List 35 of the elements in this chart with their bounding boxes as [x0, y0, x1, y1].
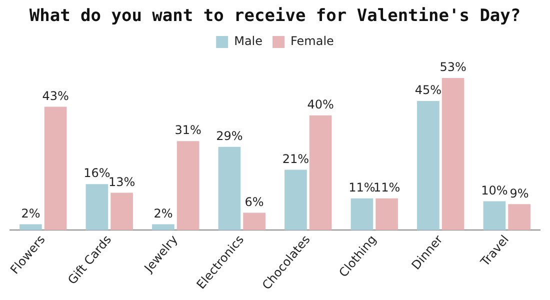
bar	[176, 141, 200, 230]
bar	[309, 115, 332, 230]
bar	[442, 78, 464, 230]
data-label: 45%	[414, 83, 442, 98]
bar	[417, 100, 440, 230]
bar	[483, 201, 506, 230]
data-label: 2%	[21, 206, 40, 220]
data-label: 9%	[510, 186, 529, 200]
bar	[44, 106, 67, 230]
legend-label: Female	[290, 34, 334, 48]
bar	[508, 204, 530, 230]
data-label: 11%	[348, 180, 376, 195]
data-label: 16%	[84, 166, 110, 180]
data-label: 29%	[216, 128, 243, 143]
bar	[376, 198, 398, 230]
data-label: 6%	[244, 194, 264, 209]
data-label: 13%	[108, 174, 136, 189]
chart-title: What do you want to receive for Valentine's Day?	[28, 6, 522, 26]
data-label: 53%	[440, 60, 466, 74]
bar	[110, 192, 133, 230]
bar	[152, 224, 174, 230]
bar	[350, 198, 374, 230]
bar	[86, 184, 108, 230]
bar	[284, 170, 307, 230]
legend-label: Male	[234, 34, 263, 48]
data-label: 2%	[154, 206, 173, 220]
bar	[243, 212, 266, 230]
data-label: 21%	[282, 152, 310, 166]
bar	[218, 146, 241, 230]
bar	[20, 224, 42, 230]
data-label: 31%	[174, 123, 202, 138]
data-label: 43%	[42, 88, 69, 103]
data-label: 10%	[481, 183, 508, 198]
data-label: 40%	[307, 97, 334, 112]
data-label: 11%	[373, 180, 400, 195]
